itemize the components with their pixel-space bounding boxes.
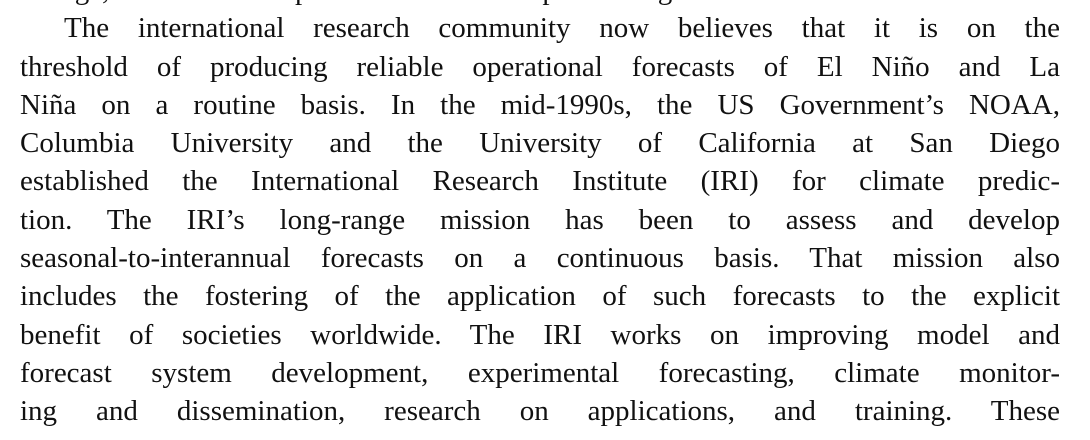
text-line-6: tion. The IRI’s long-range mission has b…	[20, 203, 1060, 236]
text-line-10: forecast system development, experimenta…	[20, 356, 1060, 389]
body-paragraph: change, and coupled ocean-atmosphere gen…	[20, 0, 1060, 431]
text-line-8: includes the fostering of the applicatio…	[20, 280, 1060, 313]
text-line-clipped-top: change, and coupled ocean-atmosphere gen…	[20, 0, 1060, 9]
text-line-1: The international research community now…	[64, 12, 1060, 45]
text-line-9: benefit of societies worldwide. The IRI …	[20, 318, 1060, 351]
text-line-5: established the International Research I…	[20, 165, 1060, 198]
text-line-11: ing and dissemination, research on appli…	[20, 395, 1060, 428]
document-page: change, and coupled ocean-atmosphere gen…	[20, 0, 1060, 440]
text-line-4: Columbia University and the University o…	[20, 127, 1060, 160]
text-line-2: threshold of producing reliable operatio…	[20, 50, 1060, 83]
text-line-7: seasonal-to-interannual forecasts on a c…	[20, 242, 1060, 275]
text-line-3: Niña on a routine basis. In the mid-1990…	[20, 88, 1060, 121]
